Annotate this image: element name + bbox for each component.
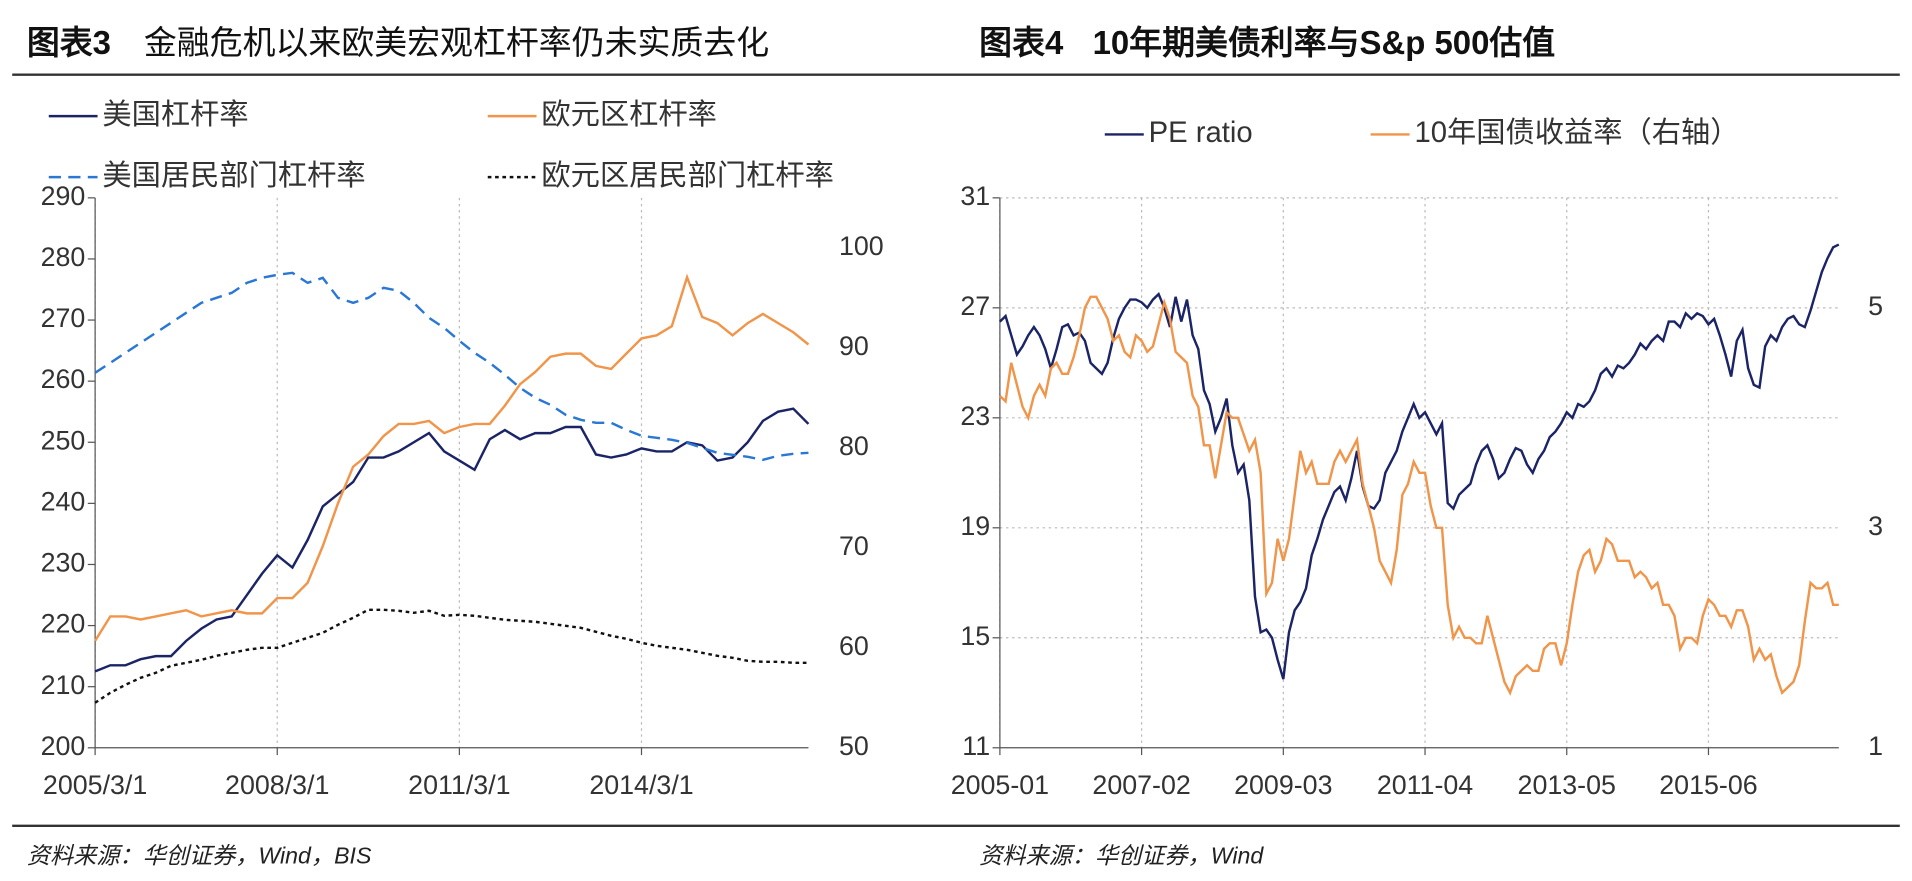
legend-label: 10年国债收益率（右轴） <box>1414 116 1739 149</box>
chart-title: 10年期美债利率与S&p 500估值 <box>1093 24 1556 61</box>
series-line <box>999 295 1839 696</box>
y-tick-label: 31 <box>960 181 990 211</box>
y2-tick-label: 90 <box>839 331 869 361</box>
y2-tick-label: 3 <box>1868 511 1883 541</box>
y-tick-label: 280 <box>41 242 86 272</box>
y-tick-label: 210 <box>41 670 86 700</box>
y2-tick-label: 50 <box>839 731 869 761</box>
y-tick-label: 240 <box>41 486 86 516</box>
x-tick-label: 2013-05 <box>1518 770 1616 800</box>
y2-tick-label: 1 <box>1868 731 1883 761</box>
legend-label: 美国杠杆率 <box>102 98 248 131</box>
y-tick-label: 27 <box>960 291 990 321</box>
x-tick-label: 2015-06 <box>1659 770 1757 800</box>
legend-label: 美国居民部门杠杆率 <box>102 159 365 192</box>
y2-tick-label: 5 <box>1868 291 1883 321</box>
x-tick-label: 2009-03 <box>1234 770 1332 800</box>
x-tick-label: 2011-04 <box>1377 770 1473 800</box>
series-line <box>94 608 809 704</box>
y-tick-label: 230 <box>41 548 86 578</box>
x-tick-label: 2011/3/1 <box>408 770 510 800</box>
y-tick-label: 270 <box>41 303 86 333</box>
chart-title: 金融危机以来欧美宏观杠杆率仍未实质去化 <box>144 24 769 61</box>
x-tick-label: 2005-01 <box>951 770 1049 800</box>
y2-tick-label: 80 <box>839 431 869 461</box>
y2-tick-label: 100 <box>839 231 884 261</box>
figure-label: 图表4 <box>979 24 1064 61</box>
series-line <box>94 271 809 462</box>
x-tick-label: 2014/3/1 <box>589 770 693 800</box>
series-line <box>999 243 1840 680</box>
y2-tick-label: 70 <box>839 531 869 561</box>
y-tick-label: 23 <box>960 401 990 431</box>
x-tick-label: 2007-02 <box>1092 770 1190 800</box>
x-tick-label: 2005/3/1 <box>43 770 147 800</box>
y-tick-label: 200 <box>41 731 86 761</box>
series-line <box>94 273 810 642</box>
y-tick-label: 250 <box>41 425 86 455</box>
y-tick-label: 290 <box>41 181 86 211</box>
y2-tick-label: 60 <box>839 631 869 661</box>
source-note: 资料来源：华创证券，Wind，BIS <box>27 843 372 869</box>
legend-label: 欧元区杠杆率 <box>541 98 717 131</box>
x-tick-label: 2008/3/1 <box>225 770 329 800</box>
figure-label: 图表3 <box>27 24 111 61</box>
y-tick-label: 19 <box>960 511 990 541</box>
y-tick-label: 260 <box>41 364 86 394</box>
source-note: 资料来源：华创证券，Wind <box>979 843 1264 869</box>
legend-label: PE ratio <box>1149 117 1253 149</box>
legend-label: 欧元区居民部门杠杆率 <box>541 159 834 192</box>
y-tick-label: 11 <box>962 731 990 761</box>
y-tick-label: 15 <box>960 621 990 651</box>
y-tick-label: 220 <box>41 609 86 639</box>
